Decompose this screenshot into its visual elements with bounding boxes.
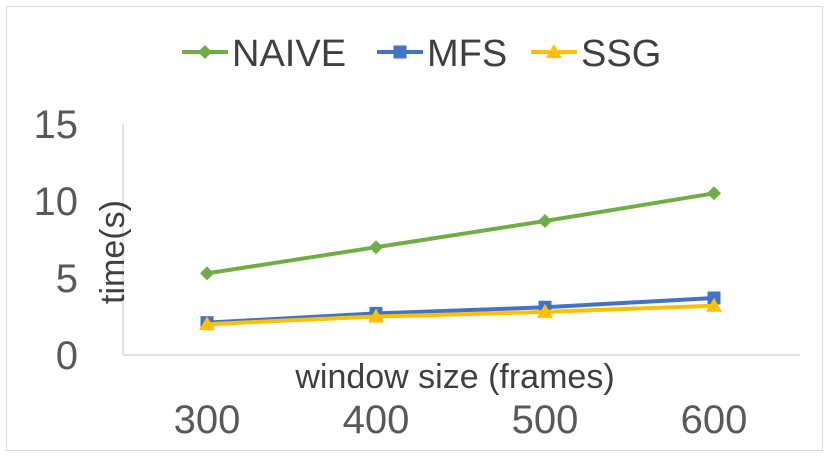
legend-marker bbox=[393, 45, 407, 59]
x-tick-label: 400 bbox=[343, 398, 410, 442]
legend-label: SSG bbox=[581, 33, 661, 75]
series-mfs bbox=[200, 291, 721, 330]
legend-marker bbox=[546, 44, 562, 58]
data-point-naive bbox=[538, 214, 552, 229]
series-naive bbox=[200, 186, 721, 281]
legend-label: MFS bbox=[427, 33, 507, 75]
y-tick-label: 10 bbox=[34, 180, 79, 224]
legend-item-naive: NAIVE bbox=[182, 33, 346, 75]
legend-marker bbox=[198, 45, 212, 59]
series-ssg bbox=[199, 297, 722, 331]
chart-frame bbox=[6, 6, 823, 451]
legend-item-ssg: SSG bbox=[531, 33, 661, 75]
data-point-ssg bbox=[706, 297, 722, 312]
data-point-ssg bbox=[537, 303, 553, 318]
x-axis-title: window size (frames) bbox=[294, 358, 614, 396]
legend-label: NAIVE bbox=[232, 33, 346, 75]
plot-area bbox=[122, 124, 800, 356]
series-line-naive bbox=[205, 191, 716, 276]
y-tick-label: 0 bbox=[56, 334, 78, 378]
x-tick-label: 500 bbox=[512, 398, 579, 442]
x-tick-label: 600 bbox=[681, 398, 748, 442]
y-tick-label: 5 bbox=[56, 257, 78, 301]
data-point-naive bbox=[369, 240, 383, 255]
y-axis-ticks: 0 5 10 15 bbox=[34, 103, 79, 378]
legend: NAIVE MFS SSG bbox=[182, 33, 661, 75]
series-line-ssg bbox=[205, 303, 716, 327]
x-tick-label: 300 bbox=[174, 398, 241, 442]
data-point-naive bbox=[200, 266, 214, 281]
series-line-mfs bbox=[205, 296, 716, 325]
data-point-ssg bbox=[368, 308, 384, 323]
data-point-ssg bbox=[199, 316, 215, 331]
data-point-naive bbox=[707, 186, 721, 201]
y-axis-title: time(s) bbox=[94, 200, 132, 304]
x-axis-ticks: 300 400 500 600 bbox=[174, 398, 748, 442]
series-group bbox=[199, 186, 722, 331]
legend-item-mfs: MFS bbox=[377, 33, 507, 75]
y-tick-label: 15 bbox=[34, 103, 79, 147]
